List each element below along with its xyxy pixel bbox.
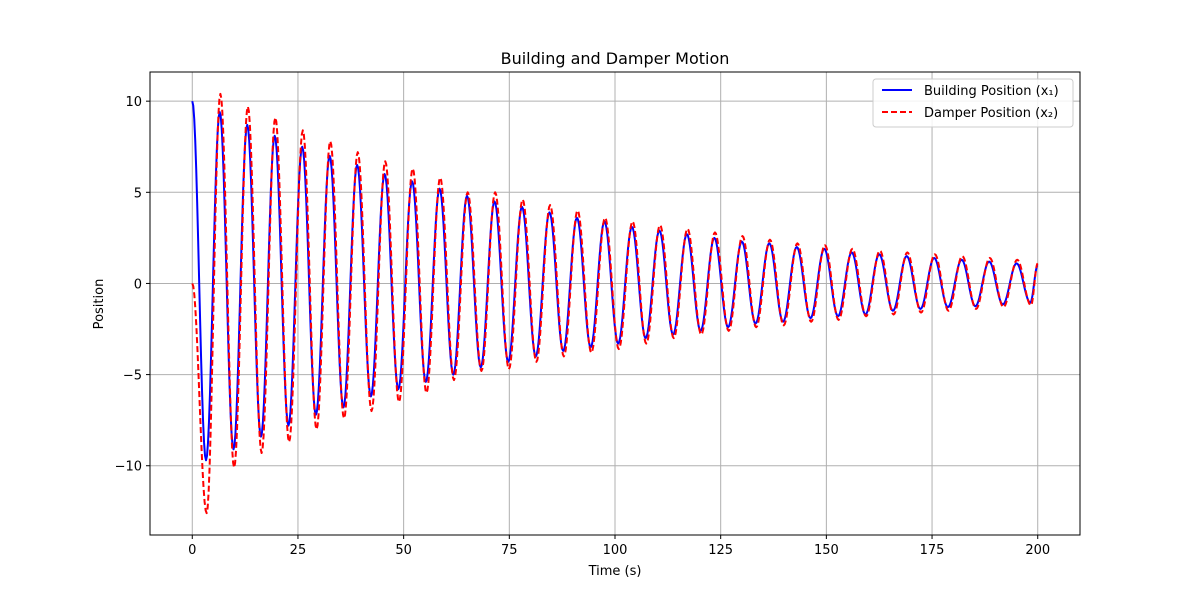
x-axis-title: Time (s) <box>588 564 642 579</box>
legend: Building Position (x₁) Damper Position (… <box>872 78 1074 128</box>
x-tick-label: 200 <box>1025 543 1050 558</box>
y-tick-label: −5 <box>123 369 142 384</box>
x-axis: 0 25 50 75 100 125 150 175 200 <box>188 535 1050 558</box>
y-tick-label: 0 <box>134 277 142 292</box>
legend-label-building: Building Position (x₁) <box>924 84 1059 99</box>
y-tick-label: 10 <box>125 95 142 110</box>
chart-title: Building and Damper Motion <box>501 49 730 68</box>
x-tick-label: 0 <box>188 543 196 558</box>
x-tick-label: 75 <box>501 543 518 558</box>
legend-label-damper: Damper Position (x₂) <box>924 106 1058 121</box>
x-tick-label: 100 <box>603 543 628 558</box>
y-tick-label: −10 <box>115 460 142 475</box>
x-tick-label: 25 <box>290 543 307 558</box>
series-layer <box>191 92 1039 515</box>
legend-box <box>872 78 1074 128</box>
y-tick-label: 5 <box>134 186 142 201</box>
x-tick-label: 125 <box>708 543 733 558</box>
x-tick-label: 150 <box>814 543 839 558</box>
x-tick-label: 175 <box>920 543 945 558</box>
x-tick-label: 50 <box>395 543 412 558</box>
y-axis-title: Position <box>92 279 107 330</box>
y-axis: 10 5 0 −5 −10 <box>115 95 150 475</box>
damper-position-line <box>191 92 1039 515</box>
